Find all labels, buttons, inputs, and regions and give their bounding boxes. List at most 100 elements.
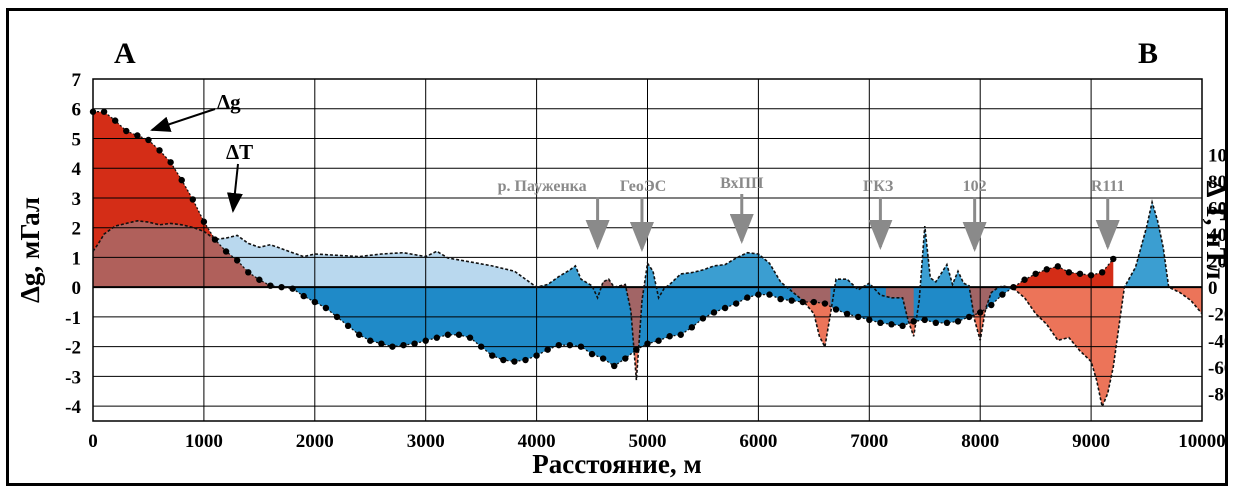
dg-data-point (466, 334, 474, 341)
dg-data-point (733, 300, 740, 307)
dT-annotation-label: ΔT (226, 140, 253, 164)
dg-data-point (1110, 255, 1117, 263)
dg-data-point (799, 298, 806, 306)
y-right-tick-label: 800 (1208, 172, 1225, 193)
dg-data-point (167, 159, 174, 166)
y-left-tick-label: -2 (65, 338, 81, 359)
dg-data-point (699, 315, 707, 322)
dT-positive-area (834, 279, 856, 288)
dT-positive-area (666, 252, 787, 288)
y-left-tick-label: 0 (72, 278, 82, 299)
dg-data-point (899, 322, 906, 330)
y-right-tick-label: 1000 (1208, 145, 1225, 166)
dg-data-point (533, 352, 540, 359)
dg-data-point (1054, 263, 1062, 270)
dg-data-point (389, 343, 396, 350)
dg-data-point (810, 298, 818, 306)
dg-data-point (633, 346, 640, 353)
dg-data-point (233, 257, 241, 264)
dT-positive-area (536, 265, 593, 288)
dg-data-point (755, 291, 762, 298)
dg-data-point (855, 313, 862, 321)
dg-annotation-arrow (150, 108, 216, 132)
dg-data-point (178, 176, 185, 184)
dT-series-line (92, 199, 1203, 410)
y-left-tick-label: -4 (65, 397, 81, 418)
dg-data-point (888, 321, 895, 328)
corner-label-a: A (114, 37, 136, 70)
dT-overlap-negative-area (885, 287, 914, 324)
x-tick-label: 7000 (850, 431, 888, 452)
dg-data-point (566, 341, 574, 349)
corner-label-b: B (1138, 37, 1158, 70)
dT-positive-area (1124, 202, 1169, 288)
dg-data-point (89, 108, 97, 115)
dg-data-point (189, 196, 197, 203)
dg-data-point (300, 292, 307, 300)
dg-data-point (111, 117, 119, 124)
dg-data-point (367, 337, 374, 344)
dg-data-point (555, 341, 562, 349)
x-axis-title: Расстояние, м (532, 449, 701, 479)
dg-data-point (1010, 283, 1017, 291)
dg-data-point (134, 132, 141, 139)
y-left-tick-label: -3 (65, 367, 81, 388)
figure-frame: 76543210-1-2-3-410008006004002000-200-40… (6, 8, 1228, 486)
x-tick-label: 10000 (1178, 431, 1225, 452)
x-tick-label: 4000 (518, 431, 556, 452)
dg-data-point (611, 362, 618, 370)
x-tick-label: 1000 (185, 431, 223, 452)
dg-data-point (622, 355, 629, 362)
dg-series-line (93, 111, 1114, 367)
dg-data-point (455, 331, 463, 338)
dg-data-point (1076, 270, 1084, 277)
dg-data-point (444, 331, 452, 338)
dg-data-point (400, 341, 407, 349)
dg-data-point (954, 318, 962, 325)
dg-data-point (877, 319, 884, 327)
dg-data-point (988, 301, 995, 309)
dg-data-point (267, 282, 274, 289)
y-left-tick-label: 1 (72, 248, 82, 269)
dg-data-point (932, 319, 940, 327)
dT-overlap-negative-area (600, 278, 646, 352)
dg-data-point (655, 337, 662, 344)
dg-data-point (1065, 269, 1073, 276)
dg-data-point (744, 294, 751, 301)
dg-data-point (1043, 266, 1050, 273)
dT-overlap-negative-area (791, 287, 831, 307)
dg-data-point (599, 355, 607, 362)
dg-data-point (1032, 270, 1039, 277)
dg-data-point (544, 346, 551, 353)
dg-data-point (721, 304, 729, 312)
dg-data-point (1098, 269, 1106, 276)
dg-data-point (200, 218, 208, 225)
y-right-tick-label: 0 (1208, 278, 1218, 299)
dg-data-point (788, 297, 795, 304)
dg-data-point (378, 340, 385, 347)
y-right-tick-label: -400 (1208, 331, 1225, 352)
y-right-tick-label: 600 (1208, 199, 1225, 220)
site-annotation-label: R111 (1091, 178, 1125, 195)
dg-data-point (1021, 276, 1028, 283)
site-annotation-label: ГеоЭС (620, 178, 666, 195)
y-left-axis-title: Δg, мГал (15, 197, 45, 303)
dg-data-point (666, 333, 673, 340)
dg-data-point (211, 236, 219, 243)
dg-data-point (511, 358, 518, 365)
dg-data-point (145, 136, 152, 144)
dg-data-point (500, 356, 507, 364)
x-tick-label: 9000 (1072, 431, 1110, 452)
dT-overlap-negative-area (969, 285, 997, 315)
dg-data-point (522, 356, 529, 364)
dg-data-point (688, 324, 696, 331)
dT-negative-area (1168, 287, 1202, 314)
dT-overlap-area (93, 220, 271, 288)
x-tick-label: 2000 (296, 431, 334, 452)
dg-data-point (245, 269, 252, 276)
dg-data-point (766, 291, 773, 298)
dg-data-point (965, 313, 973, 321)
dg-annotation-label: Δg (217, 90, 241, 114)
dg-data-point (943, 319, 951, 327)
dg-data-point (866, 316, 873, 324)
